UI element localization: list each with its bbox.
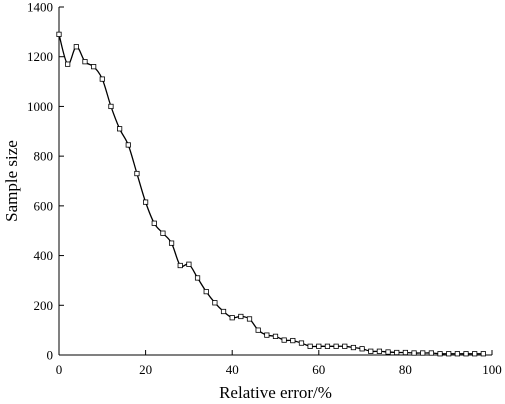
data-point [480, 351, 486, 357]
data-point [446, 351, 452, 357]
data-point [168, 240, 175, 246]
data-point [333, 343, 339, 349]
data-point [350, 344, 357, 351]
data-point [290, 337, 296, 344]
data-point [454, 351, 460, 357]
data-point [125, 142, 131, 148]
x-axis-label: Relative error/% [219, 383, 332, 402]
y-tick-label: 400 [34, 248, 54, 263]
series-line [58, 34, 484, 355]
x-tick-label: 0 [56, 362, 63, 377]
data-point [316, 343, 322, 349]
data-point [385, 349, 391, 355]
data-point [91, 64, 97, 70]
data-point [186, 261, 192, 267]
data-point [220, 308, 227, 315]
data-point [65, 61, 71, 67]
data-point [177, 262, 183, 269]
data-point [298, 340, 305, 346]
data-point [437, 351, 443, 357]
data-point [246, 316, 253, 322]
data-point [108, 103, 114, 110]
x-tick-label: 40 [226, 362, 239, 377]
data-point [411, 350, 417, 356]
data-point [56, 31, 62, 37]
data-point [324, 343, 331, 349]
data-point [420, 350, 426, 356]
plot-area [56, 31, 486, 357]
y-tick-label: 600 [34, 198, 54, 213]
y-tick-label: 1400 [27, 0, 53, 15]
data-point [342, 343, 348, 349]
y-tick-label: 1200 [27, 49, 53, 64]
x-tick-label: 60 [312, 362, 325, 377]
y-tick-label: 1000 [27, 99, 53, 114]
data-point [117, 126, 123, 132]
data-point [428, 350, 434, 356]
data-point [160, 230, 166, 236]
y-tick-label: 0 [47, 348, 54, 363]
data-point [73, 44, 79, 50]
data-point [463, 351, 469, 357]
y-tick-label: 800 [34, 149, 54, 164]
data-point [307, 343, 313, 349]
data-point [203, 289, 209, 295]
data-point [255, 327, 261, 333]
y-axis-label: Sample size [2, 140, 21, 222]
data-point [394, 349, 400, 356]
data-point [272, 333, 279, 339]
data-point [194, 275, 201, 281]
data-point [142, 199, 149, 205]
x-tick-label: 80 [399, 362, 412, 377]
data-point [212, 300, 218, 306]
data-point [229, 315, 235, 321]
y-tick-label: 200 [34, 298, 54, 313]
data-point [472, 351, 478, 357]
data-point [82, 59, 88, 65]
data-point [368, 348, 374, 354]
data-point [134, 170, 140, 177]
data-point [359, 346, 365, 352]
data-point [264, 332, 270, 338]
data-point [376, 348, 383, 354]
data-point [99, 76, 105, 82]
data-point [402, 349, 409, 356]
data-point [151, 220, 157, 226]
data-point [238, 313, 244, 320]
axes [58, 7, 492, 356]
x-tick-label: 100 [482, 362, 502, 377]
x-tick-label: 20 [139, 362, 152, 377]
data-point [281, 337, 287, 343]
